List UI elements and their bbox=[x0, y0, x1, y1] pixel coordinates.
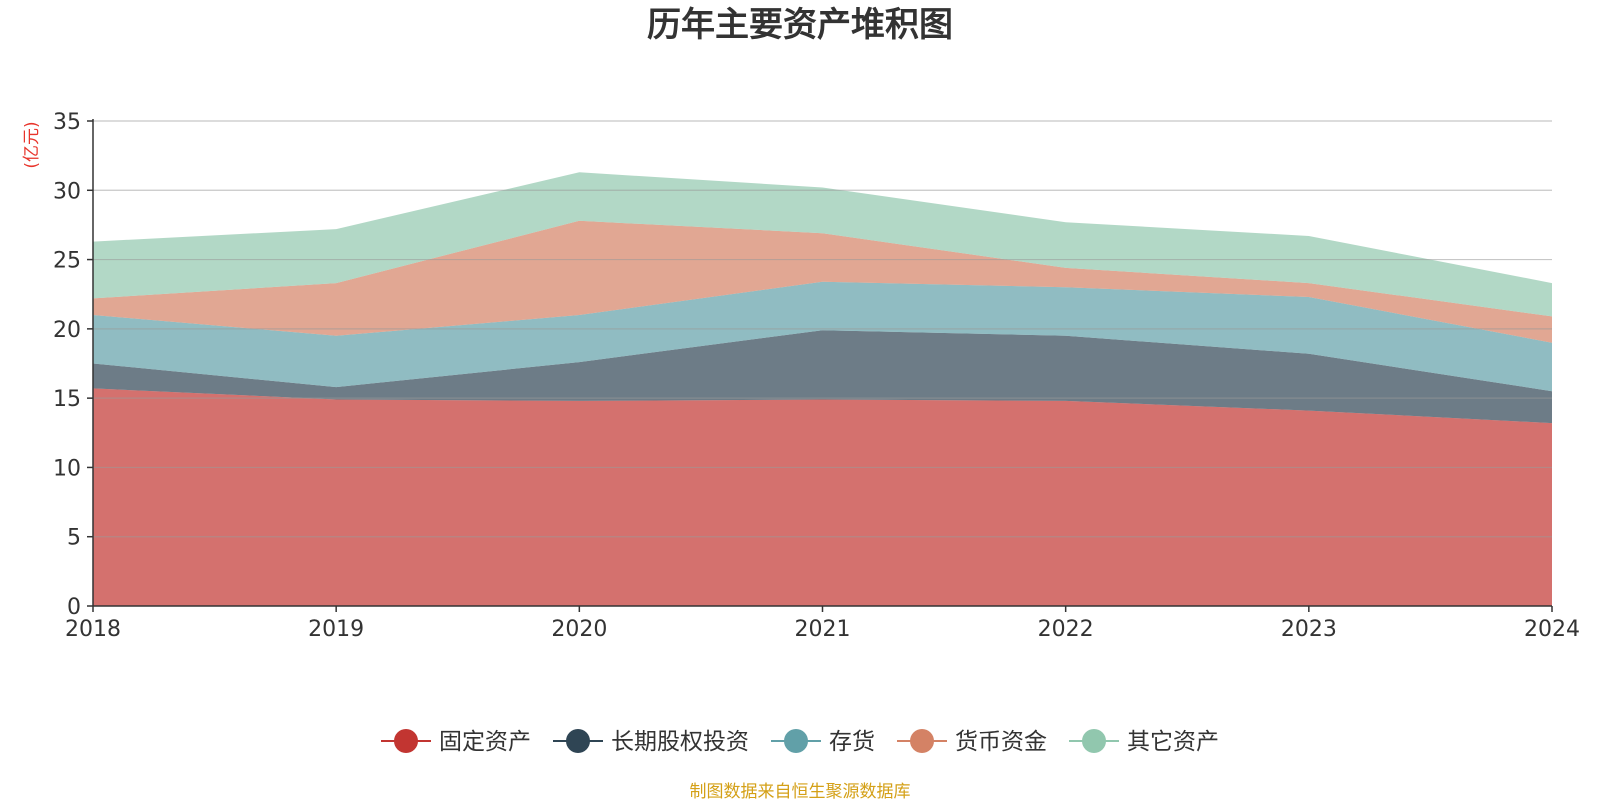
legend-marker-2 bbox=[784, 729, 808, 753]
y-tick-label-6: 30 bbox=[53, 179, 81, 204]
x-tick-label-3: 2021 bbox=[795, 617, 851, 642]
y-tick-label-4: 20 bbox=[53, 318, 81, 343]
legend-item-3: 货币资金 bbox=[897, 729, 1047, 755]
x-tick-label-5: 2023 bbox=[1281, 617, 1337, 642]
y-tick-label-0: 0 bbox=[67, 595, 81, 620]
legend-label-4: 其它资产 bbox=[1127, 729, 1219, 755]
y-tick-label-3: 15 bbox=[53, 387, 81, 412]
legend-label-3: 货币资金 bbox=[955, 729, 1047, 755]
x-tick-label-4: 2022 bbox=[1038, 617, 1094, 642]
legend-item-0: 固定资产 bbox=[381, 729, 531, 755]
area-series-0 bbox=[93, 388, 1552, 606]
area-layer bbox=[93, 172, 1552, 606]
y-tick-label-5: 25 bbox=[53, 249, 81, 274]
legend-label-2: 存货 bbox=[829, 729, 875, 755]
legend-item-1: 长期股权投资 bbox=[553, 729, 749, 755]
legend-item-4: 其它资产 bbox=[1069, 729, 1219, 755]
x-tick-label-6: 2024 bbox=[1524, 617, 1580, 642]
legend-marker-3 bbox=[910, 729, 934, 753]
x-tick-label-2: 2020 bbox=[551, 617, 607, 642]
legend-item-2: 存货 bbox=[771, 729, 875, 755]
y-unit-label: (亿元) bbox=[22, 121, 42, 168]
legend-marker-1 bbox=[566, 729, 590, 753]
area-series-2 bbox=[93, 281, 1552, 392]
legend-label-0: 固定资产 bbox=[439, 729, 531, 755]
chart-title: 历年主要资产堆积图 bbox=[647, 5, 953, 45]
y-tick-label-2: 10 bbox=[53, 456, 81, 481]
x-tick-label-1: 2019 bbox=[308, 617, 364, 642]
grid-layer bbox=[93, 120, 1552, 538]
area-series-3 bbox=[93, 220, 1552, 343]
legend-marker-0 bbox=[394, 729, 418, 753]
area-series-1 bbox=[93, 330, 1552, 424]
y-tick-label-1: 5 bbox=[67, 526, 81, 551]
area-series-4 bbox=[93, 172, 1552, 317]
data-source-note: 制图数据来自恒生聚源数据库 bbox=[689, 782, 911, 800]
x-tick-label-0: 2018 bbox=[65, 617, 121, 642]
legend-marker-4 bbox=[1082, 729, 1106, 753]
y-tick-label-7: 35 bbox=[53, 110, 81, 135]
legend-label-1: 长期股权投资 bbox=[611, 729, 749, 755]
legend: 固定资产 长期股权投资 存货 货币资金 其它资产 bbox=[381, 729, 1219, 755]
